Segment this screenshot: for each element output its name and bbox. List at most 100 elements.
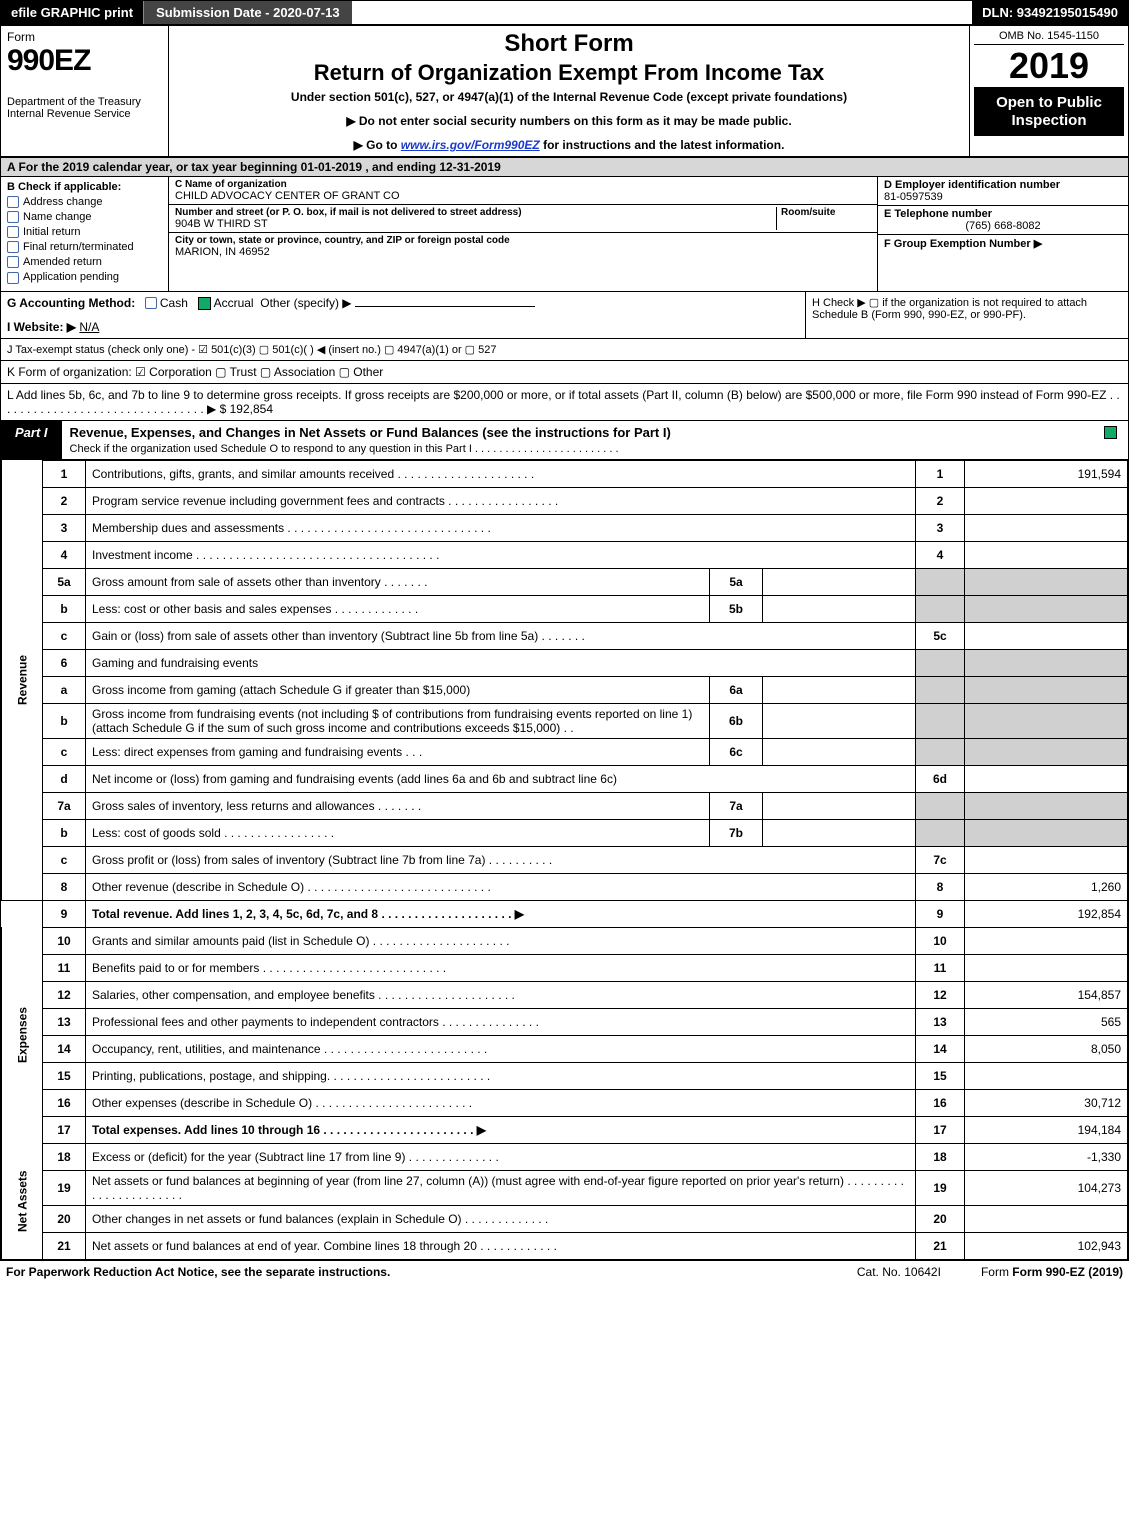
header-left: Form 990EZ Department of the Treasury In… [1,26,169,156]
desc-21: Net assets or fund balances at end of ye… [86,1232,916,1259]
group-label: F Group Exemption Number ▶ [884,237,1122,250]
desc-10: Grants and similar amounts paid (list in… [86,927,916,954]
ln-6c: c [43,738,86,765]
section-b-checkboxes: B Check if applicable: Address change Na… [1,177,169,291]
chk-name-change[interactable]: Name change [7,211,162,223]
ein-label: D Employer identification number [884,179,1122,191]
val-20 [965,1205,1128,1232]
tax-year: 2019 [974,45,1124,88]
ein-value: 81-0597539 [884,191,1122,203]
ln-2: 2 [43,487,86,514]
chk-amended-return[interactable]: Amended return [7,256,162,268]
ln-6b: b [43,703,86,738]
submission-date-label: Submission Date - 2020-07-13 [143,1,352,24]
chk-final-return[interactable]: Final return/terminated [7,241,162,253]
desc-2: Program service revenue including govern… [86,487,916,514]
city-value: MARION, IN 46952 [175,246,871,258]
val-6b-shade [965,703,1128,738]
desc-6c: Less: direct expenses from gaming and fu… [86,738,710,765]
chk-address-change[interactable]: Address change [7,196,162,208]
num-7c: 7c [916,846,965,873]
num-8: 8 [916,873,965,900]
subval-7b [763,819,916,846]
section-a-tax-year: A For the 2019 calendar year, or tax yea… [1,158,1128,177]
efile-print-label[interactable]: efile GRAPHIC print [1,1,143,24]
num-19: 19 [916,1170,965,1205]
val-3 [965,514,1128,541]
subval-5a [763,568,916,595]
desc-6b: Gross income from fundraising events (no… [86,703,710,738]
department-label: Department of the Treasury [7,96,162,108]
val-10 [965,927,1128,954]
num-5a-shade [916,568,965,595]
info-grid: B Check if applicable: Address change Na… [1,177,1128,292]
ln-7b: b [43,819,86,846]
footer-form-ref: Form Form 990-EZ (2019) [981,1265,1123,1279]
val-13: 565 [965,1008,1128,1035]
num-5c: 5c [916,622,965,649]
num-6a-shade [916,676,965,703]
desc-16: Other expenses (describe in Schedule O) … [86,1089,916,1116]
form-number: 990EZ [7,44,162,78]
phone-label: E Telephone number [884,208,1122,220]
subval-6b [763,703,916,738]
desc-5b: Less: cost or other basis and sales expe… [86,595,710,622]
accounting-method: G Accounting Method: Cash Accrual Other … [1,292,806,338]
org-name: CHILD ADVOCACY CENTER OF GRANT CO [175,190,871,202]
val-9: 192,854 [965,900,1128,927]
num-18: 18 [916,1143,965,1170]
footer-catno: Cat. No. 10642I [857,1265,941,1279]
ln-5a: 5a [43,568,86,595]
chk-application-pending[interactable]: Application pending [7,271,162,283]
row-l-gross-receipts: L Add lines 5b, 6c, and 7b to line 9 to … [1,384,1128,421]
ln-3: 3 [43,514,86,541]
ln-15: 15 [43,1062,86,1089]
desc-8: Other revenue (describe in Schedule O) .… [86,873,916,900]
subval-7a [763,792,916,819]
header-right: OMB No. 1545-1150 2019 Open to Public In… [970,26,1128,156]
ln-9: 9 [43,900,86,927]
footer: For Paperwork Reduction Act Notice, see … [0,1261,1129,1283]
num-10: 10 [916,927,965,954]
irs-link[interactable]: www.irs.gov/Form990EZ [401,138,540,152]
subval-6a [763,676,916,703]
num-12: 12 [916,981,965,1008]
chk-initial-return[interactable]: Initial return [7,226,162,238]
row-l-amount: $ 192,854 [220,402,273,416]
num-16: 16 [916,1089,965,1116]
num-11: 11 [916,954,965,981]
val-19: 104,273 [965,1170,1128,1205]
ln-16: 16 [43,1089,86,1116]
ln-7a: 7a [43,792,86,819]
desc-20: Other changes in net assets or fund bala… [86,1205,916,1232]
notice-link: ▶ Go to www.irs.gov/Form990EZ for instru… [177,138,961,152]
notice-ssn: ▶ Do not enter social security numbers o… [177,114,961,128]
subnum-6a: 6a [710,676,763,703]
num-2: 2 [916,487,965,514]
city-label: City or town, state or province, country… [175,235,871,246]
website-value: N/A [79,320,99,334]
row-k-form-org: K Form of organization: ☑ Corporation ▢ … [1,361,1128,384]
val-7c [965,846,1128,873]
ln-8: 8 [43,873,86,900]
num-4: 4 [916,541,965,568]
val-6a-shade [965,676,1128,703]
num-6b-shade [916,703,965,738]
omb-number: OMB No. 1545-1150 [974,30,1124,45]
val-18: -1,330 [965,1143,1128,1170]
chk-accrual[interactable] [198,297,211,310]
desc-11: Benefits paid to or for members . . . . … [86,954,916,981]
subnum-5a: 5a [710,568,763,595]
desc-6d: Net income or (loss) from gaming and fun… [86,765,916,792]
part-1-check[interactable] [1093,421,1128,459]
num-6d: 6d [916,765,965,792]
header-row: Form 990EZ Department of the Treasury In… [1,26,1128,158]
sidelabel-net-assets: Net Assets [2,1143,43,1259]
desc-5a: Gross amount from sale of assets other t… [86,568,710,595]
part-1-tab: Part I [1,421,62,459]
val-5c [965,622,1128,649]
desc-13: Professional fees and other payments to … [86,1008,916,1035]
ln-6: 6 [43,649,86,676]
ln-13: 13 [43,1008,86,1035]
chk-cash[interactable] [145,297,157,309]
